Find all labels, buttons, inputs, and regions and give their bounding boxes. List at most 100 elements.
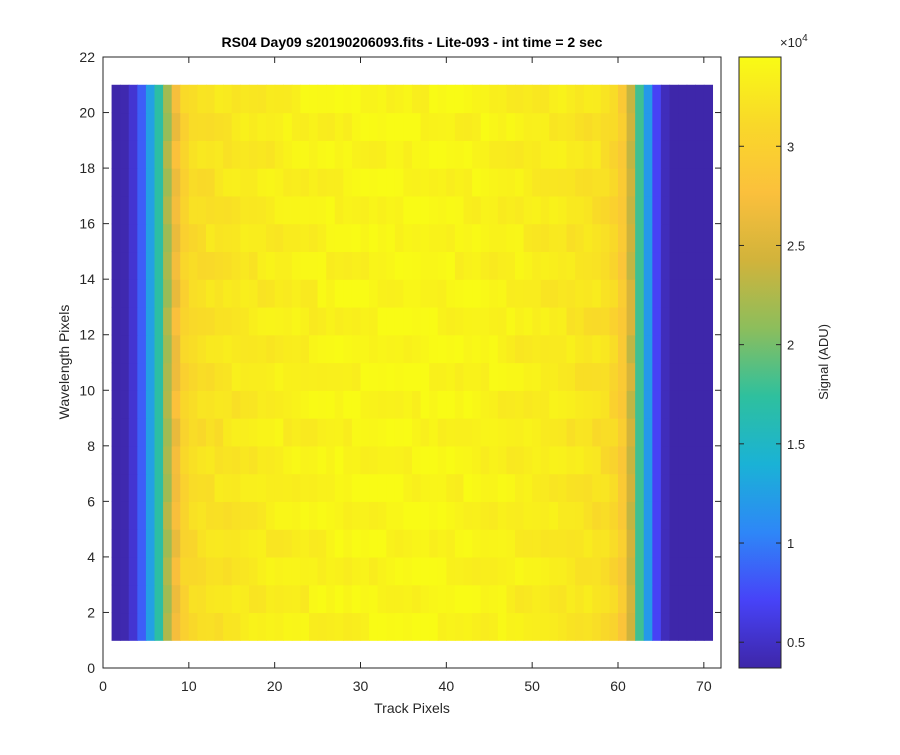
heatmap-cell xyxy=(137,279,147,308)
heatmap-cell xyxy=(223,445,233,475)
heatmap-cell xyxy=(343,612,353,641)
heatmap-cell xyxy=(163,445,173,475)
heatmap-cell xyxy=(480,168,490,197)
heatmap-cell xyxy=(635,445,645,475)
heatmap-cell xyxy=(523,584,533,614)
heatmap-cell xyxy=(463,306,473,336)
heatmap-cell xyxy=(592,529,602,558)
heatmap-cell xyxy=(377,529,387,558)
heatmap-cell xyxy=(283,195,293,225)
heatmap-cell xyxy=(128,84,138,114)
heatmap-cell xyxy=(309,501,319,530)
heatmap-cell xyxy=(369,140,379,169)
heatmap-cell xyxy=(240,529,250,558)
heatmap-cell xyxy=(600,334,611,364)
heatmap-cell xyxy=(592,390,602,419)
heatmap-cell xyxy=(523,501,533,530)
heatmap-cell xyxy=(351,473,362,502)
heatmap-cell xyxy=(669,195,679,225)
heatmap-cell xyxy=(523,84,533,114)
heatmap-cell xyxy=(557,445,568,475)
heatmap-cell xyxy=(437,612,447,641)
heatmap-cell xyxy=(643,195,653,225)
heatmap-cell xyxy=(420,140,430,169)
heatmap-cell xyxy=(583,556,593,586)
heatmap-cell xyxy=(515,418,525,447)
heatmap-cell xyxy=(412,84,422,114)
heatmap-cell xyxy=(489,390,499,419)
heatmap-cell xyxy=(557,529,568,558)
heatmap-cell xyxy=(583,612,593,641)
heatmap-cell xyxy=(137,223,147,253)
heatmap-cell xyxy=(575,84,585,114)
heatmap-cell xyxy=(609,112,619,141)
heatmap-cell xyxy=(309,362,319,391)
heatmap-cell xyxy=(557,473,568,502)
heatmap-cell xyxy=(437,362,447,391)
heatmap-cell xyxy=(171,195,181,225)
heatmap-cell xyxy=(248,556,259,586)
heatmap-cell xyxy=(171,84,181,114)
heatmap-cell xyxy=(369,612,379,641)
heatmap-cell xyxy=(283,251,293,280)
heatmap-cell xyxy=(377,306,387,336)
heatmap-cell xyxy=(532,84,542,114)
heatmap-cell xyxy=(557,140,568,169)
heatmap-cell xyxy=(240,584,250,614)
heatmap-cell xyxy=(420,112,430,141)
heatmap-cell xyxy=(111,112,121,141)
heatmap-cell xyxy=(266,112,276,141)
heatmap-cell xyxy=(489,84,499,114)
heatmap-cell xyxy=(532,584,542,614)
heatmap-cell xyxy=(206,418,216,447)
heatmap-cell xyxy=(394,223,405,253)
heatmap-cell xyxy=(240,84,250,114)
heatmap-cell xyxy=(695,612,705,641)
heatmap-cell xyxy=(600,584,611,614)
heatmap-cell xyxy=(334,612,344,641)
heatmap-cell xyxy=(420,223,430,253)
heatmap-cell xyxy=(480,473,490,502)
heatmap-cell xyxy=(180,529,190,558)
heatmap-cell xyxy=(412,612,422,641)
heatmap-cell xyxy=(240,390,250,419)
heatmap-cell xyxy=(472,418,482,447)
heatmap-cell xyxy=(678,362,688,391)
heatmap-cell xyxy=(660,251,671,280)
heatmap-cell xyxy=(703,584,714,614)
heatmap-cell xyxy=(600,501,611,530)
heatmap-cell xyxy=(334,251,344,280)
heatmap-cell xyxy=(351,279,362,308)
heatmap-cell xyxy=(180,612,190,641)
heatmap-cell xyxy=(412,279,422,308)
heatmap-cell xyxy=(643,223,653,253)
heatmap-cell xyxy=(695,362,705,391)
heatmap-cell xyxy=(540,279,550,308)
heatmap-cell xyxy=(283,529,293,558)
heatmap-cell xyxy=(394,445,405,475)
heatmap-cell xyxy=(111,168,121,197)
heatmap-cell xyxy=(480,251,490,280)
heatmap-cell xyxy=(394,168,405,197)
heatmap-cell xyxy=(497,112,508,141)
heatmap-cell xyxy=(214,279,224,308)
heatmap-cell xyxy=(583,529,593,558)
heatmap-cell xyxy=(618,223,628,253)
heatmap-cell xyxy=(188,140,199,169)
heatmap-cell xyxy=(566,195,576,225)
heatmap-cell xyxy=(343,362,353,391)
heatmap-cell xyxy=(394,279,405,308)
heatmap-cell xyxy=(248,529,259,558)
heatmap-cell xyxy=(609,362,619,391)
heatmap-cell xyxy=(532,362,542,391)
heatmap-cell xyxy=(506,112,516,141)
heatmap-cell xyxy=(549,279,559,308)
heatmap-cell xyxy=(180,390,190,419)
heatmap-cell xyxy=(317,223,327,253)
heatmap-cell xyxy=(369,473,379,502)
heatmap-cell xyxy=(652,84,662,114)
heatmap-cell xyxy=(489,501,499,530)
heatmap-cell xyxy=(180,362,190,391)
heatmap-cell xyxy=(309,612,319,641)
heatmap-cell xyxy=(291,501,302,530)
